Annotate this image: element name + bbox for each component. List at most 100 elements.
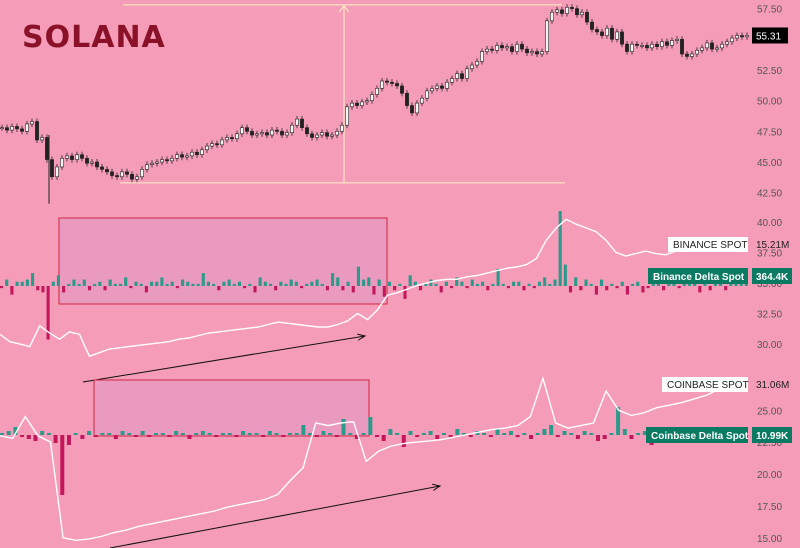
binance-delta-bar (82, 279, 86, 286)
candle (540, 51, 544, 55)
binance-delta-bar (517, 281, 521, 286)
binance-delta-bar (496, 268, 500, 286)
coinbase-delta-bar (140, 431, 145, 435)
candle (370, 94, 374, 101)
binance-delta-bar (103, 286, 107, 291)
binance-delta-bar (444, 281, 448, 286)
binance-delta-bar (641, 286, 645, 293)
candle (250, 131, 254, 136)
binance-delta-bar (237, 281, 242, 286)
binance-delta-bar (20, 281, 24, 286)
candle (75, 154, 79, 160)
candle (5, 127, 9, 131)
binance-delta-bar (134, 281, 138, 286)
coinbase-delta-bar (160, 433, 165, 435)
coinbase-delta-bar (368, 417, 373, 435)
price-tick-label: 47.50 (757, 127, 782, 138)
binance-delta-bar (144, 286, 148, 293)
chart-title: SOLANA (22, 20, 166, 55)
candle (485, 48, 489, 52)
binance-delta-bar (703, 283, 707, 286)
binance-delta-bar (718, 283, 723, 286)
binance-delta-bar (155, 281, 159, 286)
coinbase-delta-bar (495, 429, 500, 435)
candle (170, 158, 174, 162)
candle (565, 7, 569, 14)
binance-delta-bar (196, 283, 200, 286)
binance-delta-bar (636, 281, 640, 286)
binance-delta-bar (41, 286, 45, 293)
binance-delta-bar (51, 281, 55, 286)
candle (480, 51, 484, 62)
candle (35, 121, 39, 141)
candle (730, 37, 734, 43)
candle (635, 43, 639, 46)
coinbase-delta-bar (294, 433, 299, 435)
candle (230, 137, 234, 140)
binance-delta-bar (594, 286, 598, 295)
candle (670, 40, 674, 46)
coinbase-delta-bar (154, 433, 159, 435)
candle (440, 85, 444, 89)
candle (215, 143, 219, 146)
coinbase-delta-value-bg (752, 427, 792, 443)
candle (705, 42, 709, 49)
coinbase-delta-bar (20, 435, 25, 437)
candle (640, 45, 644, 47)
candle (80, 154, 84, 159)
coinbase-delta-bar (388, 429, 393, 435)
coinbase-tick-label: 20.00 (757, 470, 782, 481)
candle (645, 45, 649, 49)
binance-delta-bar (553, 279, 557, 286)
coinbase-delta-bar (328, 433, 333, 435)
coinbase-tick-label: 25.00 (757, 406, 782, 417)
coinbase-trend-arrow-head (432, 483, 442, 491)
binance-delta-bar (558, 211, 562, 286)
binance-delta-bar (589, 283, 593, 286)
binance-delta-bar (734, 283, 738, 286)
candle (610, 27, 614, 40)
binance-delta-bar (522, 286, 526, 291)
binance-delta-bar (5, 279, 9, 286)
coinbase-delta-bar (254, 433, 259, 435)
coinbase-tick-label: 15.00 (757, 534, 782, 545)
binance-delta-bar (341, 286, 345, 291)
coinbase-highlight-box (93, 379, 370, 437)
coinbase-delta-bar (13, 427, 18, 435)
candle (110, 171, 114, 176)
binance-delta-bar (532, 286, 536, 289)
candle (605, 27, 609, 36)
binance-trend-arrow-head (357, 333, 367, 341)
candle (355, 102, 359, 106)
binance-delta-bar (713, 283, 717, 286)
coinbase-delta-bar (582, 431, 587, 435)
candle (390, 81, 394, 84)
binance-delta-bar (506, 286, 510, 289)
binance-delta-bar (67, 283, 71, 286)
binance-delta-bar (336, 277, 340, 286)
binance-delta-bar (367, 277, 371, 286)
coinbase-tick-label: 17.50 (757, 502, 782, 513)
candle (690, 53, 694, 57)
coinbase-delta-bar (207, 433, 212, 435)
binance-spot-label-bg (668, 237, 748, 252)
candle (450, 78, 454, 83)
binance-delta-bar (744, 283, 748, 286)
candle (20, 128, 24, 132)
binance-delta-bar (372, 286, 376, 295)
binance-delta-bar (31, 273, 35, 286)
coinbase-delta-bar (167, 435, 172, 437)
coinbase-delta-value: 10.99K (756, 431, 789, 442)
coinbase-delta-bar (308, 433, 313, 435)
coinbase-delta-bar (435, 435, 440, 439)
binance-delta-bar (25, 279, 29, 286)
coinbase-delta-bar (415, 435, 420, 437)
coinbase-delta-bar (200, 431, 205, 435)
binance-delta-bar (527, 283, 531, 286)
coinbase-delta-bar (321, 431, 326, 435)
binance-delta-bar (434, 283, 438, 286)
binance-delta-bar (310, 281, 314, 286)
candle (745, 35, 749, 38)
binance-delta-bar (393, 286, 397, 291)
